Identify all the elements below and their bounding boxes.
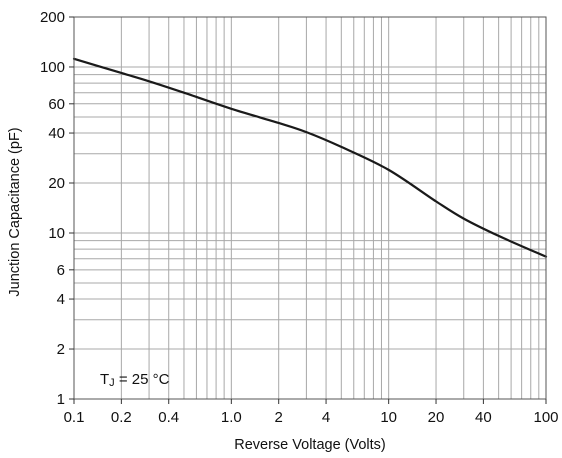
data-series [72, 57, 548, 258]
y-axis-ticks: 1 2 4 6 10 20 40 60 100 200 [40, 9, 74, 408]
x-tick-label: 20 [428, 409, 445, 426]
x-tick-label: 0.4 [158, 409, 179, 426]
y-tick-label: 4 [57, 291, 65, 308]
plot-frame [73, 16, 547, 400]
capacitance-curve [72, 57, 548, 258]
x-tick-label: 0.2 [111, 409, 132, 426]
x-axis-ticks: 0.1 0.2 0.4 1.0 2 4 10 20 40 100 [64, 399, 559, 426]
y-tick-label: 20 [48, 175, 65, 192]
x-tick-label: 1.0 [221, 409, 242, 426]
grid-lines [73, 16, 546, 400]
y-tick-label: 200 [40, 9, 65, 26]
y-tick-label: 2 [57, 341, 65, 358]
annotation-sub: J [109, 377, 115, 389]
x-tick-label: 4 [322, 409, 330, 426]
y-axis-title: Junction Capacitance (pF) [7, 127, 23, 296]
x-tick-label: 0.1 [64, 409, 85, 426]
y-tick-label: 40 [48, 125, 65, 142]
x-tick-label: 10 [380, 409, 397, 426]
y-tick-label: 100 [40, 59, 65, 76]
y-tick-label: 1 [57, 391, 65, 408]
x-tick-label: 2 [275, 409, 283, 426]
y-tick-label: 60 [48, 96, 65, 113]
annotation-main: T [100, 371, 109, 388]
x-axis-title: Reverse Voltage (Volts) [234, 437, 386, 453]
y-tick-label: 10 [48, 225, 65, 242]
y-tick-label: 6 [57, 262, 65, 279]
x-tick-label: 40 [475, 409, 492, 426]
temperature-annotation: TJ = 25 °C [100, 371, 170, 389]
x-tick-label: 100 [533, 409, 558, 426]
annotation-rest: = 25 °C [115, 371, 170, 388]
